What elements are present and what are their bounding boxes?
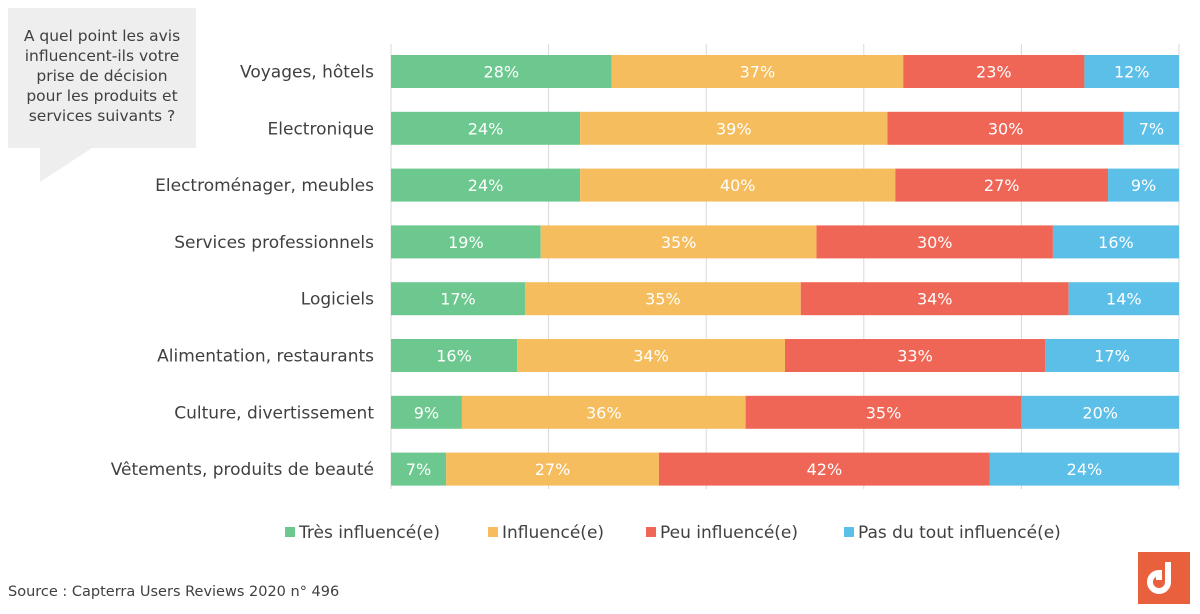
data-label: 9% (1131, 176, 1156, 195)
category-label: Electroménager, meubles (155, 176, 374, 196)
bar-segment (391, 282, 525, 316)
data-label: 14% (1106, 290, 1142, 309)
category-label: Services professionnels (174, 233, 374, 253)
legend-label: Très influencé(e) (298, 523, 440, 543)
bar-segment (1045, 339, 1179, 372)
data-label: 20% (1082, 403, 1118, 422)
bar-segment (540, 225, 817, 259)
data-label: 27% (535, 460, 571, 479)
data-label: 24% (468, 119, 504, 138)
data-label: 17% (1094, 347, 1130, 366)
bar-segment (800, 282, 1069, 316)
data-label: 27% (984, 176, 1020, 195)
bar-segment (580, 111, 888, 145)
data-label: 35% (645, 290, 681, 309)
data-label: 37% (740, 63, 776, 82)
data-label: 24% (1067, 460, 1103, 479)
data-label: 7% (406, 460, 431, 479)
data-label: 7% (1139, 119, 1164, 138)
category-label: Electronique (268, 119, 374, 139)
bar-segment (391, 395, 462, 429)
legend-label: Peu influencé(e) (660, 523, 798, 543)
bar-segment (895, 168, 1109, 202)
bar-segment (446, 452, 659, 486)
bar-segment (903, 55, 1085, 88)
data-label: 39% (716, 119, 752, 138)
bar-segment (580, 168, 896, 202)
legend-label: Influencé(e) (502, 523, 604, 543)
bar-segment (887, 111, 1124, 145)
data-label: 34% (917, 290, 953, 309)
data-label: 19% (448, 233, 484, 252)
data-label: 30% (917, 233, 953, 252)
legend-label: Pas du tout influencé(e) (858, 523, 1061, 543)
data-label: 17% (440, 290, 476, 309)
data-label: 30% (988, 119, 1024, 138)
bar-segment (658, 452, 990, 486)
category-label: Vêtements, produits de beauté (111, 460, 374, 480)
bar-segment (1123, 111, 1179, 145)
bar-segment (745, 395, 1022, 429)
bar-segment (391, 168, 581, 202)
bar-segment (1021, 395, 1179, 429)
bar-segment (391, 225, 541, 259)
legend-swatch (285, 527, 295, 537)
data-label: 9% (414, 403, 439, 422)
data-label: 36% (586, 403, 622, 422)
data-label: 16% (436, 347, 472, 366)
source-note: Source : Capterra Users Reviews 2020 n° … (8, 584, 340, 600)
question-text: A quel point les avis influencent-ils vo… (23, 27, 181, 125)
data-label: 23% (976, 63, 1012, 82)
data-label: 40% (720, 176, 756, 195)
data-label: 42% (807, 460, 843, 479)
bar-segment (1084, 55, 1179, 88)
bar-segment (391, 55, 612, 88)
data-label: 35% (866, 403, 902, 422)
category-label: Culture, divertissement (174, 403, 374, 423)
bar-segment (391, 452, 447, 486)
capterra-logo-icon (1138, 552, 1190, 604)
bar-segment (1068, 282, 1179, 316)
legend-swatch (646, 527, 656, 537)
data-label: 12% (1114, 63, 1150, 82)
data-label: 35% (661, 233, 697, 252)
legend-swatch (844, 527, 854, 537)
bar-segment (461, 395, 746, 429)
bar-segment (989, 452, 1179, 486)
category-label: Logiciels (301, 290, 374, 310)
bar-segment (785, 339, 1046, 372)
question-bubble-tail (40, 148, 92, 182)
bar-segment (517, 339, 785, 372)
bar-segment (611, 55, 904, 88)
bar-segment (391, 339, 518, 372)
data-label: 24% (468, 176, 504, 195)
question-bubble (8, 8, 196, 148)
data-label: 28% (484, 63, 520, 82)
data-label: 16% (1098, 233, 1134, 252)
bar-segment (391, 111, 581, 145)
bar-segment (1108, 168, 1179, 202)
category-label: Voyages, hôtels (240, 63, 374, 83)
bar-segment (524, 282, 801, 316)
category-label: Alimentation, restaurants (157, 347, 374, 367)
legend-swatch (488, 527, 498, 537)
data-label: 33% (897, 347, 933, 366)
data-label: 34% (633, 347, 669, 366)
bar-segment (1052, 225, 1179, 259)
bar-segment (816, 225, 1053, 259)
